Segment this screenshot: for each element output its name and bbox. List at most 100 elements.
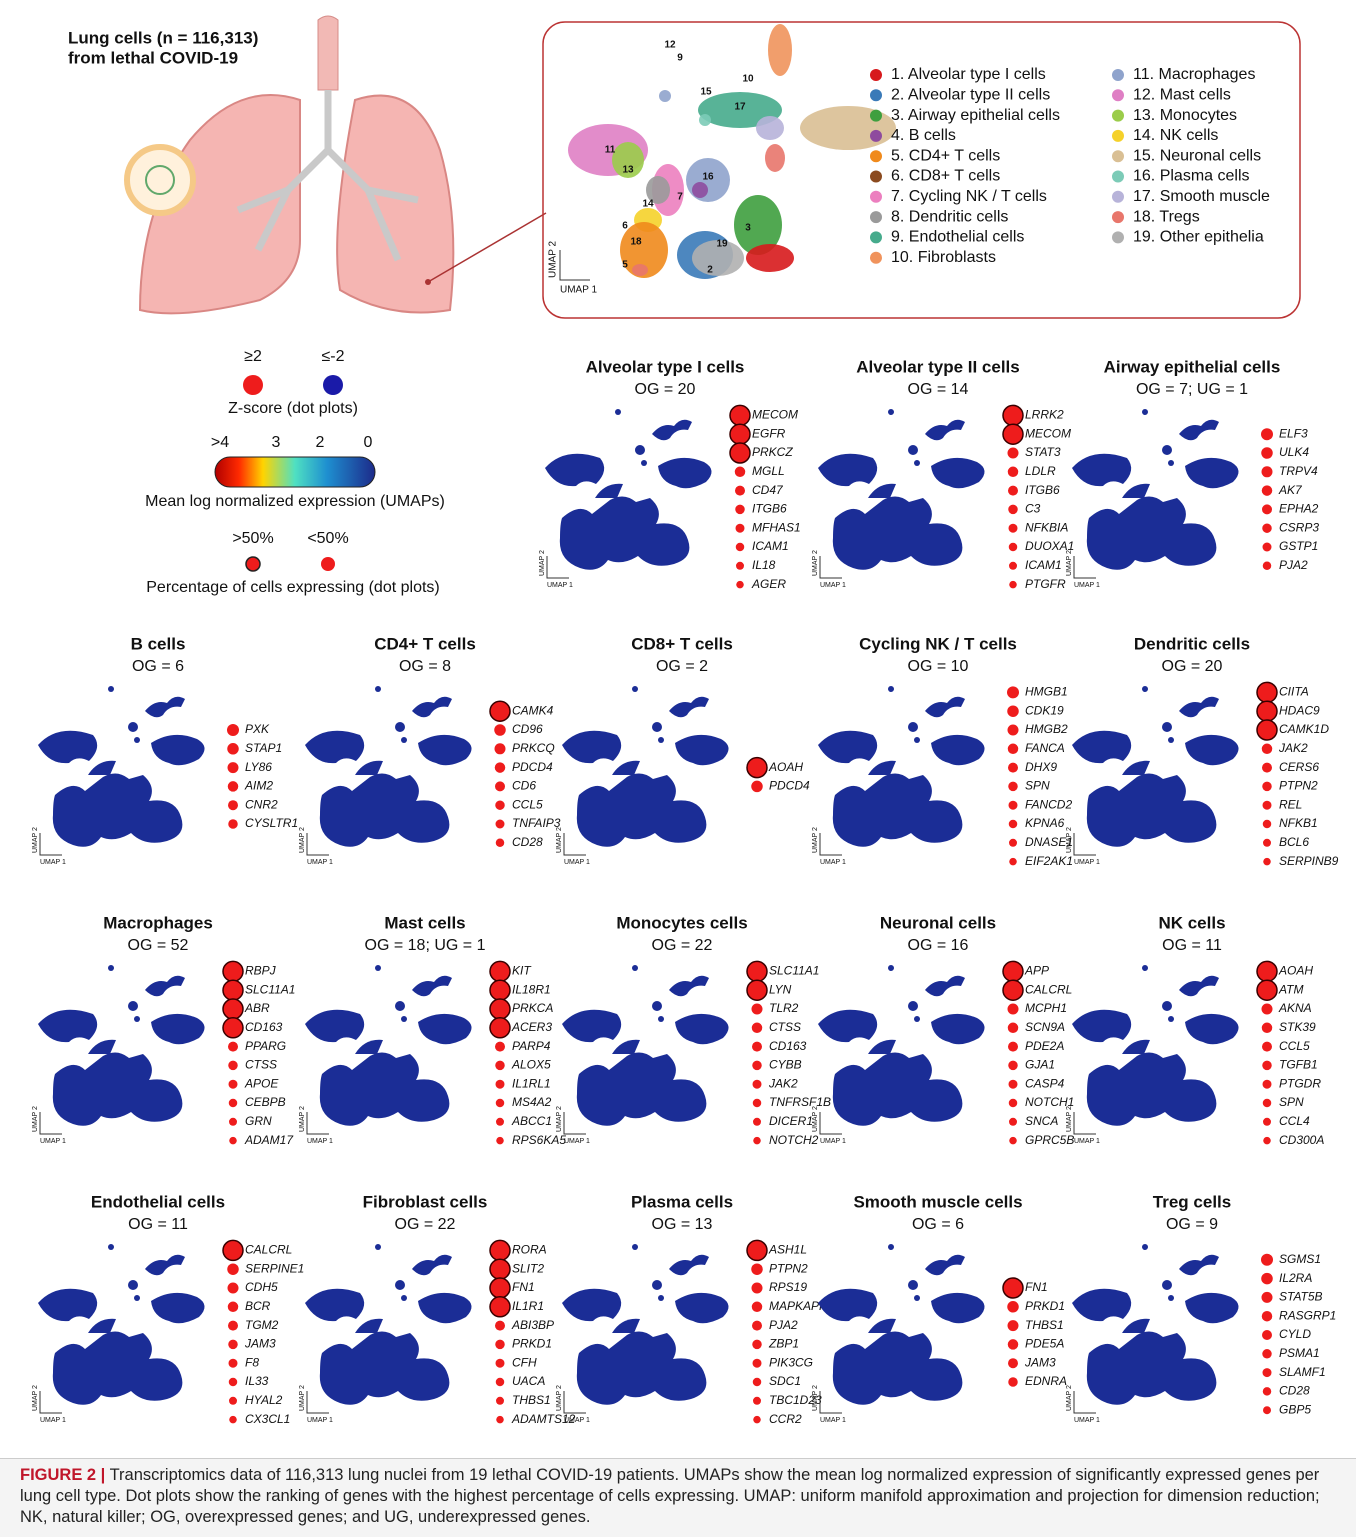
panel-title: Treg cells — [1153, 1192, 1231, 1211]
gene-dot — [1262, 1311, 1273, 1322]
gene-dot — [736, 543, 745, 552]
umap-axis — [820, 833, 842, 855]
gene-label: CIITA — [1279, 685, 1309, 699]
gene-dot — [490, 980, 510, 1000]
panel-title: Cycling NK / T cells — [859, 634, 1017, 653]
umap-x-label: UMAP 1 — [820, 859, 846, 866]
gene-dot — [223, 961, 243, 981]
gene-label: CAMK1D — [1279, 722, 1329, 736]
gene-dot — [1262, 1349, 1272, 1359]
gene-dot — [1263, 1387, 1272, 1396]
gene-label: RPS19 — [769, 1280, 807, 1294]
gene-label: HYAL2 — [245, 1393, 283, 1407]
umap-axis — [307, 1112, 329, 1134]
gene-dot — [228, 1283, 239, 1294]
legend-swatch — [1112, 130, 1124, 142]
umap-x-label: UMAP 1 — [1074, 859, 1100, 866]
gene-label: CX3CL1 — [245, 1412, 290, 1426]
gene-label: F8 — [245, 1355, 259, 1369]
gene-dot — [1008, 1377, 1018, 1387]
panel-title: Alveolar type I cells — [586, 357, 745, 376]
umap-x-label: UMAP 1 — [560, 285, 597, 296]
gene-dot — [1003, 405, 1023, 425]
gene-dot — [753, 1080, 762, 1089]
gene-label: KIT — [512, 964, 532, 978]
gene-dot — [496, 1118, 504, 1126]
gene-dot — [751, 1263, 763, 1275]
gene-dot — [227, 1263, 239, 1275]
gene-dot — [1009, 858, 1017, 866]
gene-dot — [228, 1061, 238, 1071]
legend-swatch — [870, 89, 882, 101]
gene-label: ITGB6 — [752, 502, 787, 516]
cluster-label: 2 — [707, 265, 713, 276]
legend-label: 11. Macrophages — [1133, 66, 1255, 83]
panel-title: Smooth muscle cells — [853, 1192, 1022, 1211]
pct-dot-high — [246, 557, 260, 571]
legend-label: 12. Mast cells — [1133, 87, 1231, 104]
gene-label: IL2RA — [1279, 1271, 1312, 1285]
gene-label: UACA — [512, 1374, 545, 1388]
gene-dot — [1257, 961, 1277, 981]
gene-label: SCN9A — [1025, 1020, 1065, 1034]
gene-dot — [223, 1240, 243, 1260]
umap-axis — [820, 1112, 842, 1134]
gene-label: HMGB1 — [1025, 685, 1068, 699]
gene-label: CAMK4 — [512, 703, 554, 717]
gene-dot — [229, 1416, 237, 1424]
gene-dot — [1003, 961, 1023, 981]
gene-label: BCR — [245, 1299, 271, 1313]
gene-label: MS4A2 — [512, 1095, 552, 1109]
gene-label: CD47 — [752, 483, 784, 497]
gene-dot — [1008, 725, 1019, 736]
gene-label: LRRK2 — [1025, 408, 1064, 422]
gene-dot — [752, 1004, 763, 1015]
gene-label: IL1R1 — [512, 1299, 544, 1313]
legend-label: 19. Other epithelia — [1133, 229, 1264, 246]
panel-umap — [38, 1244, 205, 1405]
cluster-blob — [692, 182, 708, 198]
gene-dot — [735, 467, 746, 478]
gene-label: ALOX5 — [511, 1058, 551, 1072]
gene-dot — [495, 1061, 505, 1071]
gene-dot — [736, 562, 744, 570]
gene-dot — [1008, 1320, 1019, 1331]
panel-og: OG = 16 — [908, 937, 969, 954]
gene-dot — [752, 1302, 763, 1313]
umap-x-label: UMAP 1 — [1074, 1417, 1100, 1424]
pct-title: Percentage of cells expressing (dot plot… — [146, 579, 439, 596]
panel-title: B cells — [131, 634, 186, 653]
gene-label: CCL5 — [512, 797, 543, 811]
gene-dot — [1008, 505, 1018, 515]
gene-label: GRN — [245, 1114, 272, 1128]
cluster-label: 5 — [622, 260, 628, 271]
umap-y-label: UMAP 2 — [299, 1106, 306, 1132]
gene-label: MECOM — [1025, 426, 1071, 440]
gene-dot — [1008, 1339, 1019, 1350]
umap-axis — [564, 833, 586, 855]
legend-swatch — [870, 110, 882, 122]
pct-high: >50% — [232, 530, 273, 547]
gene-label: CD96 — [512, 722, 543, 736]
panel-umap — [818, 409, 985, 570]
gene-dot — [752, 1061, 762, 1071]
umap-y-label: UMAP 2 — [32, 827, 39, 853]
legend-swatch — [870, 211, 882, 223]
gene-label: GSTP1 — [1279, 539, 1318, 553]
umap-x-label: UMAP 1 — [820, 582, 846, 589]
panel-og: OG = 18; UG = 1 — [365, 937, 486, 954]
gene-dot — [1008, 1004, 1019, 1015]
umap-axis — [820, 556, 842, 578]
gene-dot — [1263, 1080, 1272, 1089]
umap-x-label: UMAP 1 — [40, 1417, 66, 1424]
umap-y-label: UMAP 2 — [1066, 1106, 1073, 1132]
legend-label: 2. Alveolar type II cells — [891, 87, 1050, 104]
gene-label: AOAH — [1278, 964, 1313, 978]
gene-label: JAK2 — [768, 1076, 798, 1090]
gene-dot — [1261, 447, 1273, 459]
gene-label: IL1RL1 — [512, 1076, 551, 1090]
gene-label: CD28 — [1279, 1384, 1310, 1398]
gene-label: CD6 — [512, 779, 536, 793]
gene-label: EDNRA — [1025, 1374, 1067, 1388]
gene-label: TGM2 — [245, 1318, 279, 1332]
